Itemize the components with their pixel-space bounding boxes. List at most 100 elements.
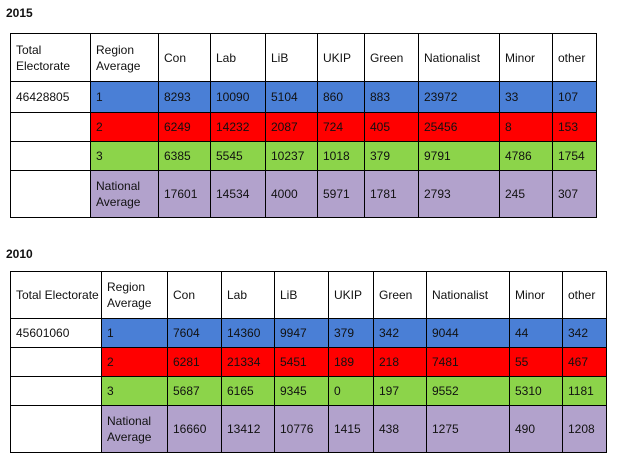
cell-lab: 14534 <box>210 170 266 218</box>
table-row: National Average 16660 13412 10776 1415 … <box>10 405 607 453</box>
table-title-2015: 2015 <box>6 6 33 20</box>
cell-con: 6281 <box>167 347 222 377</box>
cell-con: 8293 <box>158 81 211 113</box>
header-total-electorate: Total Electorate <box>10 271 102 319</box>
cell-green: 438 <box>373 405 427 453</box>
cell-nationalist: 9552 <box>426 376 510 406</box>
table-title-2010: 2010 <box>6 247 33 261</box>
empty-cell <box>10 141 91 171</box>
header-ukip: UKIP <box>317 33 365 82</box>
empty-cell <box>10 405 102 453</box>
cell-lab: 21334 <box>221 347 275 377</box>
cell-con: 7604 <box>167 318 222 348</box>
cell-lib: 9345 <box>274 376 329 406</box>
cell-minor: 55 <box>509 347 563 377</box>
cell-lib: 2087 <box>265 112 318 142</box>
header-lab: Lab <box>210 33 266 82</box>
table-row: 3 6385 5545 10237 1018 379 9791 4786 175… <box>10 141 597 171</box>
header-other: other <box>552 33 597 82</box>
cell-minor: 44 <box>509 318 563 348</box>
cell-other: 1754 <box>552 141 597 171</box>
cell-lab: 14232 <box>210 112 266 142</box>
cell-nationalist: 23972 <box>418 81 500 113</box>
header-minor: Minor <box>499 33 553 82</box>
cell-lab: 13412 <box>221 405 275 453</box>
cell-green: 379 <box>364 141 419 171</box>
cell-other: 1208 <box>562 405 607 453</box>
cell-nationalist: 25456 <box>418 112 500 142</box>
cell-ukip: 724 <box>317 112 365 142</box>
header-region-average: Region Average <box>101 271 168 319</box>
cell-nationalist: 9044 <box>426 318 510 348</box>
results-table-2010: Total Electorate Region Average Con Lab … <box>10 271 607 453</box>
header-con: Con <box>158 33 211 82</box>
table-row: 3 5687 6165 9345 0 197 9552 5310 1181 <box>10 376 607 406</box>
region-label: 3 <box>90 141 159 171</box>
cell-green: 342 <box>373 318 427 348</box>
results-table-2015: Total Electorate Region Average Con Lab … <box>10 33 597 218</box>
table-row: 2 6281 21334 5451 189 218 7481 55 467 <box>10 347 607 377</box>
region-label: 3 <box>101 376 168 406</box>
region-label: National Average <box>101 405 168 453</box>
region-label: 2 <box>101 347 168 377</box>
header-green: Green <box>373 271 427 319</box>
total-electorate-value: 45601060 <box>10 318 102 348</box>
table-row: National Average 17601 14534 4000 5971 1… <box>10 170 597 218</box>
cell-ukip: 0 <box>328 376 374 406</box>
empty-cell <box>10 112 91 142</box>
cell-lab: 6165 <box>221 376 275 406</box>
cell-lib: 9947 <box>274 318 329 348</box>
cell-ukip: 1018 <box>317 141 365 171</box>
cell-lab: 10090 <box>210 81 266 113</box>
cell-minor: 245 <box>499 170 553 218</box>
header-other: other <box>562 271 607 319</box>
header-con: Con <box>167 271 222 319</box>
cell-con: 16660 <box>167 405 222 453</box>
cell-nationalist: 2793 <box>418 170 500 218</box>
cell-minor: 8 <box>499 112 553 142</box>
region-label: 1 <box>90 81 159 113</box>
cell-green: 1781 <box>364 170 419 218</box>
header-lab: Lab <box>221 271 275 319</box>
cell-green: 218 <box>373 347 427 377</box>
cell-ukip: 1415 <box>328 405 374 453</box>
header-minor: Minor <box>509 271 563 319</box>
cell-con: 6385 <box>158 141 211 171</box>
header-row: Total Electorate Region Average Con Lab … <box>10 271 607 319</box>
cell-green: 405 <box>364 112 419 142</box>
cell-con: 6249 <box>158 112 211 142</box>
cell-lib: 4000 <box>265 170 318 218</box>
region-label: National Average <box>90 170 159 218</box>
region-label: 1 <box>101 318 168 348</box>
cell-nationalist: 7481 <box>426 347 510 377</box>
cell-minor: 4786 <box>499 141 553 171</box>
cell-lib: 5104 <box>265 81 318 113</box>
cell-green: 197 <box>373 376 427 406</box>
cell-ukip: 379 <box>328 318 374 348</box>
cell-ukip: 860 <box>317 81 365 113</box>
empty-cell <box>10 376 102 406</box>
cell-lib: 5451 <box>274 347 329 377</box>
header-green: Green <box>364 33 419 82</box>
cell-con: 5687 <box>167 376 222 406</box>
header-total-electorate: Total Electorate <box>10 33 91 82</box>
cell-lib: 10776 <box>274 405 329 453</box>
empty-cell <box>10 347 102 377</box>
header-row: Total Electorate Region Average Con Lab … <box>10 33 597 82</box>
empty-cell <box>10 170 91 218</box>
header-lib: LiB <box>274 271 329 319</box>
table-row: 45601060 1 7604 14360 9947 379 342 9044 … <box>10 318 607 348</box>
cell-lab: 14360 <box>221 318 275 348</box>
cell-other: 107 <box>552 81 597 113</box>
header-nationalist: Nationalist <box>426 271 510 319</box>
total-electorate-value: 46428805 <box>10 81 91 113</box>
header-lib: LiB <box>265 33 318 82</box>
region-label: 2 <box>90 112 159 142</box>
cell-ukip: 189 <box>328 347 374 377</box>
cell-other: 153 <box>552 112 597 142</box>
cell-lab: 5545 <box>210 141 266 171</box>
cell-other: 1181 <box>562 376 607 406</box>
cell-minor: 490 <box>509 405 563 453</box>
cell-ukip: 5971 <box>317 170 365 218</box>
cell-nationalist: 9791 <box>418 141 500 171</box>
